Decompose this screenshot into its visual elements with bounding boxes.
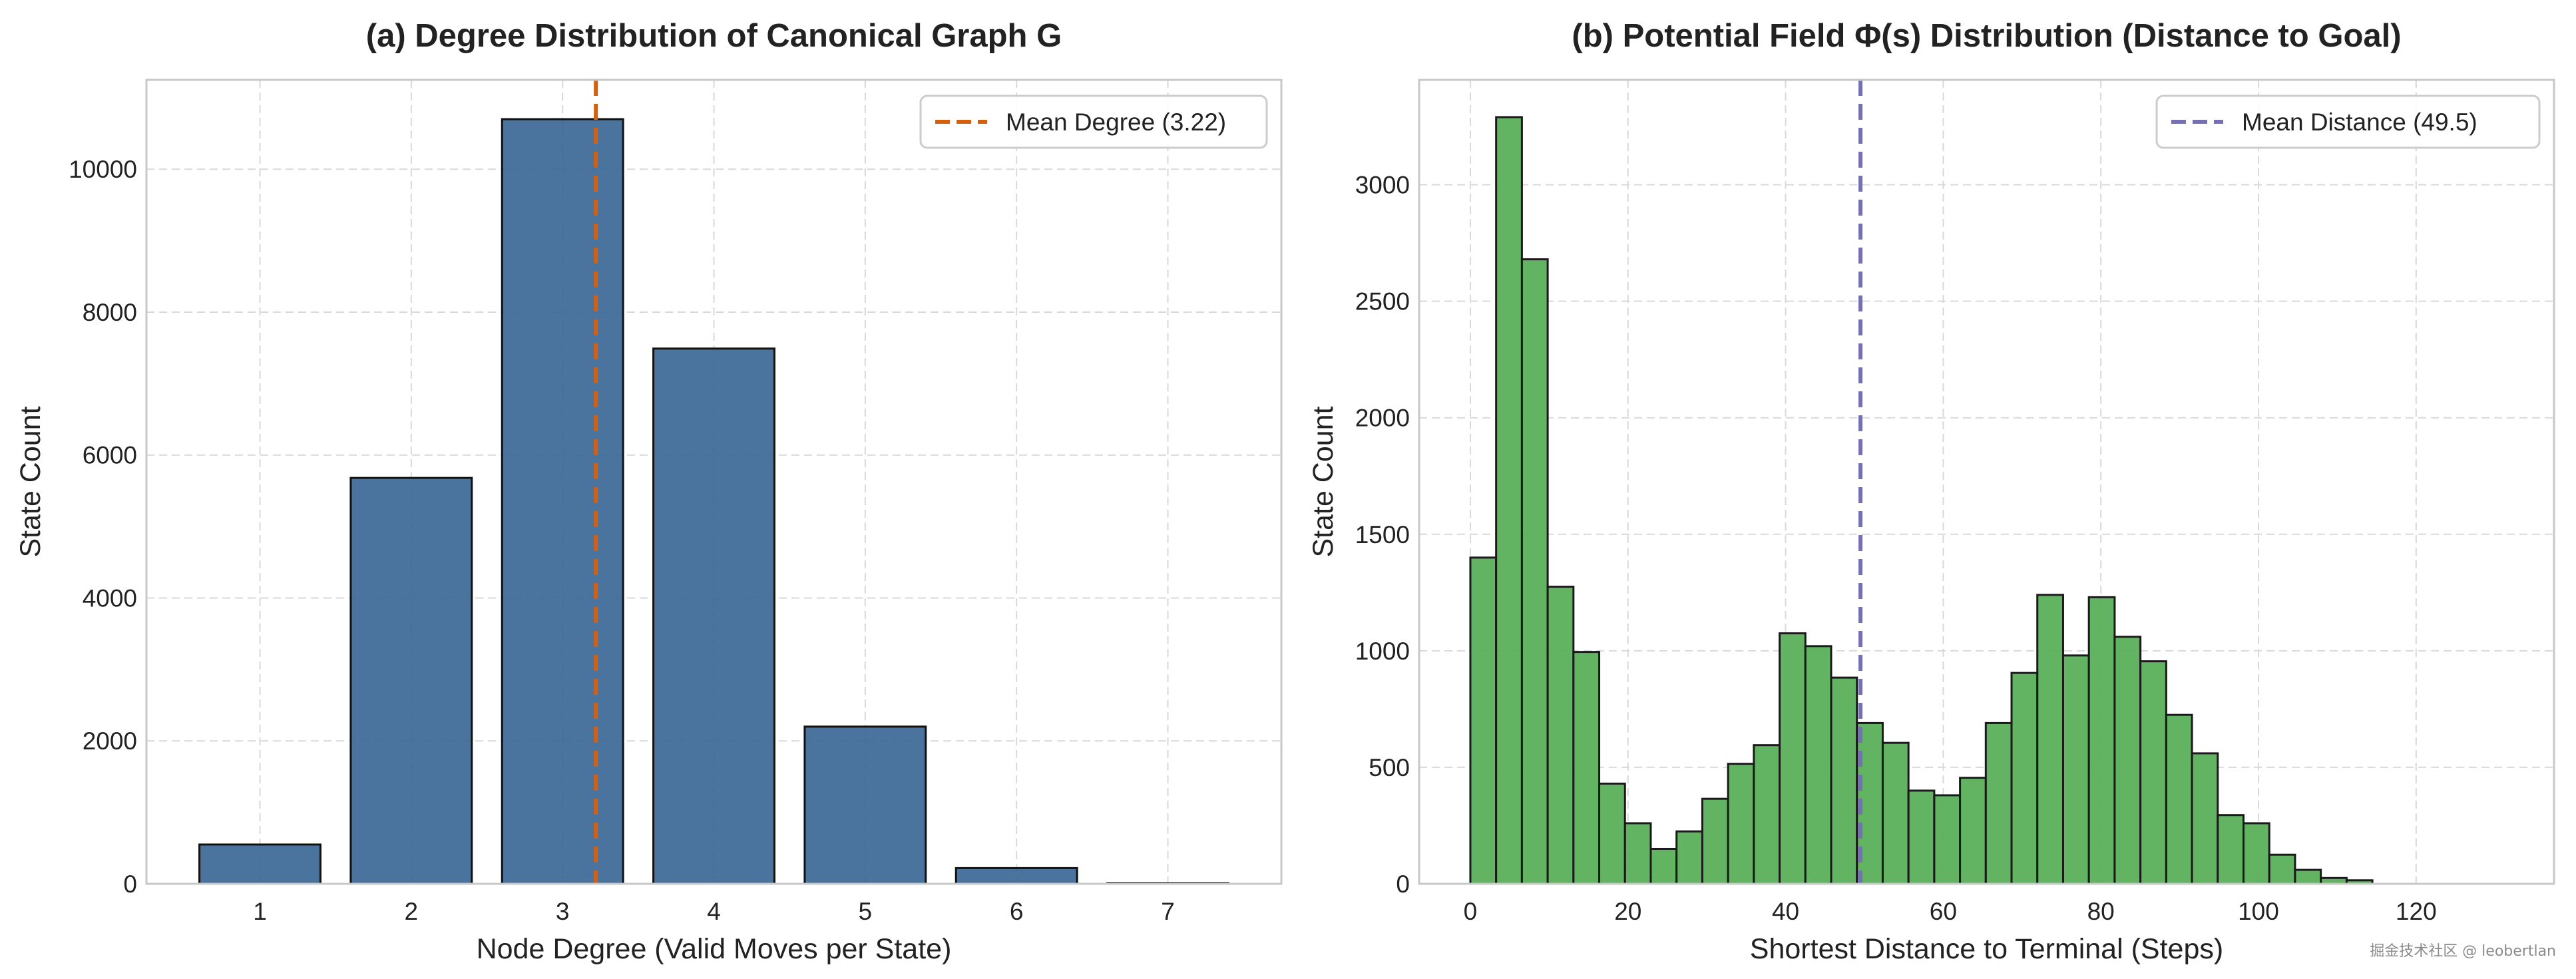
b-y-tick-label: 1500 <box>1355 521 1410 548</box>
b-y-tick-label: 0 <box>1396 871 1410 898</box>
b-x-tick-label: 40 <box>1772 898 1799 925</box>
b-hist-bin-2 <box>1520 258 1549 885</box>
a-y-tick-label: 10000 <box>69 156 137 183</box>
a-x-axis-label: Node Degree (Valid Moves per State) <box>477 933 952 965</box>
a-x-tick-label: 6 <box>1010 898 1024 925</box>
b-hist-bin-26 <box>2139 660 2167 885</box>
a-bar-6 <box>955 867 1078 885</box>
b-hist-bin-32 <box>2294 869 2322 885</box>
a-bar-5 <box>803 725 927 885</box>
a-y-tick-label: 2000 <box>83 727 137 755</box>
b-y-tick-label: 2000 <box>1355 405 1410 432</box>
b-x-tick-label: 100 <box>2238 898 2279 925</box>
b-x-tick-label: 20 <box>1614 898 1641 925</box>
a-x-tick-label: 2 <box>405 898 419 925</box>
b-hist-bin-0 <box>1469 556 1498 885</box>
b-y-axis-label: State Count <box>1307 406 1339 557</box>
b-hist-bin-1 <box>1495 116 1523 885</box>
b-y-tick-label: 500 <box>1369 754 1410 781</box>
b-hist-bin-18 <box>1933 794 1962 885</box>
b-hist-bin-22 <box>2036 594 2064 885</box>
b-hist-bin-17 <box>1907 789 1936 885</box>
b-x-tick-label: 120 <box>2396 898 2437 925</box>
b-axes-frame <box>1418 79 2555 885</box>
a-chart-title: (a) Degree Distribution of Canonical Gra… <box>366 18 1062 54</box>
b-hist-bin-3 <box>1546 586 1575 885</box>
a-x-tick-label: 3 <box>556 898 570 925</box>
a-y-tick-label: 4000 <box>83 584 137 612</box>
watermark: 掘金技术社区 @ leobertlan <box>2370 943 2556 960</box>
b-x-tick-label: 0 <box>1464 898 1478 925</box>
a-y-tick-label: 8000 <box>83 299 137 326</box>
a-x-tick-label: 4 <box>707 898 721 925</box>
b-x-tick-label: 60 <box>1930 898 1957 925</box>
b-hist-bin-28 <box>2191 752 2219 885</box>
a-bar-3 <box>501 118 624 885</box>
b-hist-bin-27 <box>2165 713 2193 885</box>
b-hist-bin-12 <box>1779 632 1807 885</box>
a-legend-box <box>919 95 1268 149</box>
b-chart-title: (b) Potential Field Φ(s) Distribution (D… <box>1572 18 2401 54</box>
a-y-axis-label: State Count <box>15 406 47 557</box>
b-hist-bin-25 <box>2113 636 2142 885</box>
a-y-tick-label: 6000 <box>83 442 137 469</box>
b-legend-label: Mean Distance (49.5) <box>2242 108 2477 136</box>
b-hist-bin-31 <box>2268 853 2296 885</box>
b-hist-bin-13 <box>1804 645 1832 885</box>
b-hist-bin-7 <box>1649 847 1678 885</box>
b-hist-bin-11 <box>1753 744 1781 885</box>
b-x-tick-label: 80 <box>2087 898 2115 925</box>
b-hist-bin-24 <box>2087 596 2116 885</box>
b-y-tick-label: 2500 <box>1355 288 1410 315</box>
b-hist-bin-16 <box>1881 741 1910 885</box>
b-hist-bin-8 <box>1675 830 1703 885</box>
b-hist-bin-20 <box>1984 721 2013 885</box>
b-x-axis-label: Shortest Distance to Terminal (Steps) <box>1750 933 2223 965</box>
b-hist-bin-10 <box>1727 763 1755 885</box>
b-hist-bin-23 <box>2061 654 2090 885</box>
a-x-tick-label: 1 <box>253 898 267 925</box>
b-hist-bin-30 <box>2242 822 2270 885</box>
b-legend-box <box>2155 95 2541 149</box>
a-x-tick-label: 7 <box>1161 898 1175 925</box>
a-bar-1 <box>198 843 322 885</box>
a-x-tick-label: 5 <box>859 898 873 925</box>
b-hist-bin-5 <box>1598 782 1626 885</box>
a-bar-4 <box>652 347 775 885</box>
a-bar-2 <box>349 477 473 885</box>
a-legend-label: Mean Degree (3.22) <box>1006 108 1226 136</box>
b-hist-bin-19 <box>1959 777 1987 885</box>
b-y-tick-label: 3000 <box>1355 172 1410 199</box>
b-hist-bin-9 <box>1701 797 1729 885</box>
b-hist-bin-4 <box>1572 651 1601 885</box>
a-axes-frame <box>145 79 1283 885</box>
b-hist-bin-29 <box>2217 814 2245 885</box>
b-hist-bin-6 <box>1623 822 1652 885</box>
b-y-tick-label: 1000 <box>1355 638 1410 665</box>
b-hist-bin-14 <box>1830 676 1858 885</box>
a-y-tick-label: 0 <box>123 871 137 898</box>
b-hist-bin-21 <box>2010 672 2039 885</box>
